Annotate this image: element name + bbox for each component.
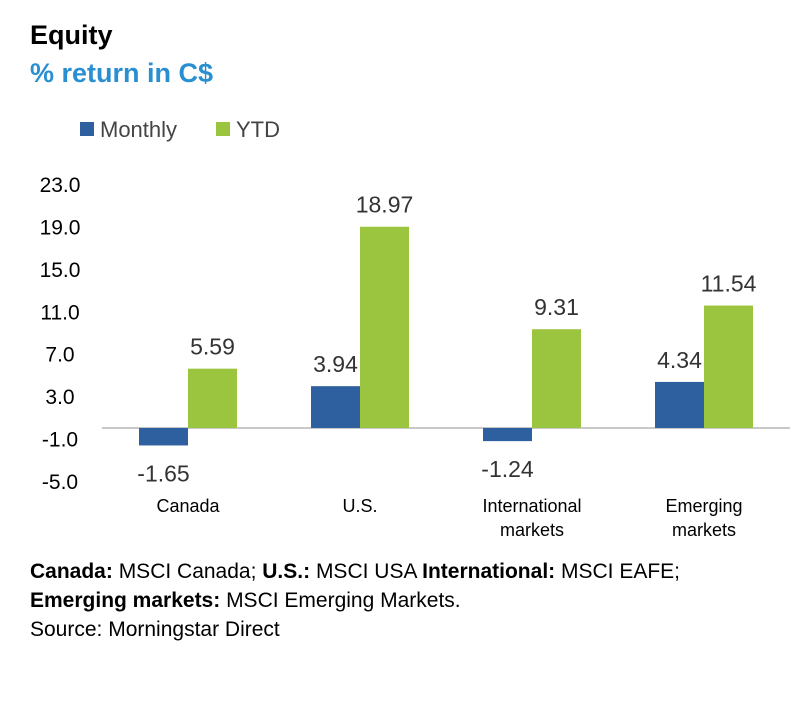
footnote-term: Canada: [30, 560, 113, 583]
bar-monthly [311, 386, 360, 428]
legend-swatch-monthly [80, 122, 94, 136]
footnote-definitions: Canada: MSCI Canada; U.S.: MSCI USA Inte… [30, 557, 750, 615]
bar-monthly [655, 381, 704, 428]
data-label-monthly: -1.65 [137, 460, 189, 486]
y-tick-label: -1.0 [42, 429, 78, 452]
y-tick-label: 7.0 [45, 344, 74, 367]
footnote-term: International: [422, 560, 556, 583]
bar-ytd [360, 226, 409, 428]
legend-label-monthly: Monthly [100, 117, 177, 142]
footnote-source: Source: Morningstar Direct [30, 618, 280, 641]
footnote-term: U.S.: [262, 560, 311, 583]
legend-label-ytd: YTD [236, 117, 280, 142]
bar-monthly [483, 427, 532, 442]
footnote-definition: MSCI EAFE; [555, 560, 681, 583]
footnote-definition: MSCI Emerging Markets. [220, 589, 461, 612]
footnote-definition: MSCI Canada; [112, 560, 263, 583]
y-tick-label: 15.0 [40, 259, 81, 282]
y-tick-label: 3.0 [45, 386, 74, 409]
bar-ytd [532, 329, 581, 428]
y-tick-label: 19.0 [40, 216, 81, 239]
data-label-ytd: 18.97 [356, 192, 414, 218]
data-label-ytd: 11.54 [701, 271, 757, 297]
data-label-monthly: -1.24 [481, 456, 534, 482]
x-category-label: markets [672, 520, 736, 540]
data-label-ytd: 9.31 [534, 294, 579, 320]
bar-ytd [704, 305, 753, 428]
footnote-term: Emerging markets: [30, 589, 221, 612]
y-tick-label: 23.0 [40, 174, 81, 197]
chart-subtitle: % return in C$ [30, 58, 214, 88]
data-label-monthly: 3.94 [313, 351, 358, 377]
y-tick-label: 11.0 [40, 301, 79, 324]
x-category-label: International [482, 496, 581, 516]
y-tick-label: -5.0 [42, 471, 78, 494]
bar-ytd [188, 368, 237, 428]
data-label-monthly: 4.34 [657, 347, 702, 373]
bar-chart: Monthly YTD 23.0 19.0 15.0 11.0 7.0 3.0 -1.0 -5.0… [40, 117, 790, 540]
x-category-label: U.S. [342, 496, 377, 516]
chart-title: Equity [30, 20, 113, 50]
x-category-label: Emerging [665, 496, 742, 516]
data-label-ytd: 5.59 [190, 334, 235, 360]
footnote: Canada: MSCI Canada; U.S.: MSCI USA Inte… [30, 557, 750, 644]
bar-monthly [139, 427, 188, 446]
x-category-label: Canada [156, 496, 220, 516]
legend-swatch-ytd [216, 122, 230, 136]
x-category-label: markets [500, 520, 564, 540]
footnote-definition: MSCI USA [310, 560, 423, 583]
